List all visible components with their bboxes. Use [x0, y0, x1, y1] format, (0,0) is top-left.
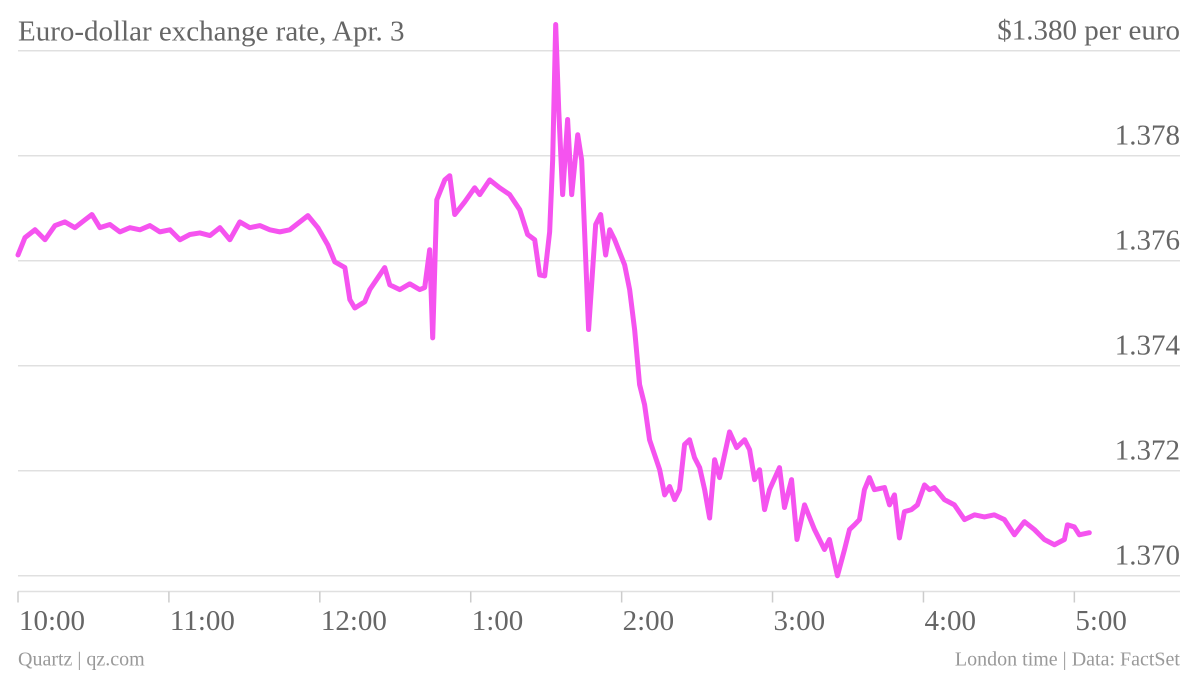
y-tick-label: 1.370	[1115, 539, 1180, 571]
y-tick-label: 1.374	[1115, 329, 1181, 361]
x-tick-label: 12:00	[321, 605, 387, 637]
x-tick-label: 4:00	[924, 605, 976, 637]
y-tick-label: $1.380 per euro	[997, 14, 1180, 46]
x-tick-label: 5:00	[1075, 605, 1127, 637]
y-tick-label: 1.372	[1115, 434, 1180, 466]
x-tick-label: 10:00	[19, 605, 85, 637]
line	[15, 22, 1092, 579]
note: London time | Data: FactSet	[955, 649, 1181, 671]
x-tick-label: 2:00	[623, 605, 675, 637]
x-tick-label: 1:00	[472, 605, 524, 637]
x-tick-label: 3:00	[774, 605, 826, 637]
source: Quartz | qz.com	[18, 649, 145, 671]
chart-title: Euro-dollar exchange rate, Apr. 3	[18, 16, 405, 48]
y-tick-label: 1.376	[1115, 224, 1180, 256]
y-tick-label: 1.378	[1115, 119, 1180, 151]
x-tick-label: 11:00	[170, 605, 235, 637]
